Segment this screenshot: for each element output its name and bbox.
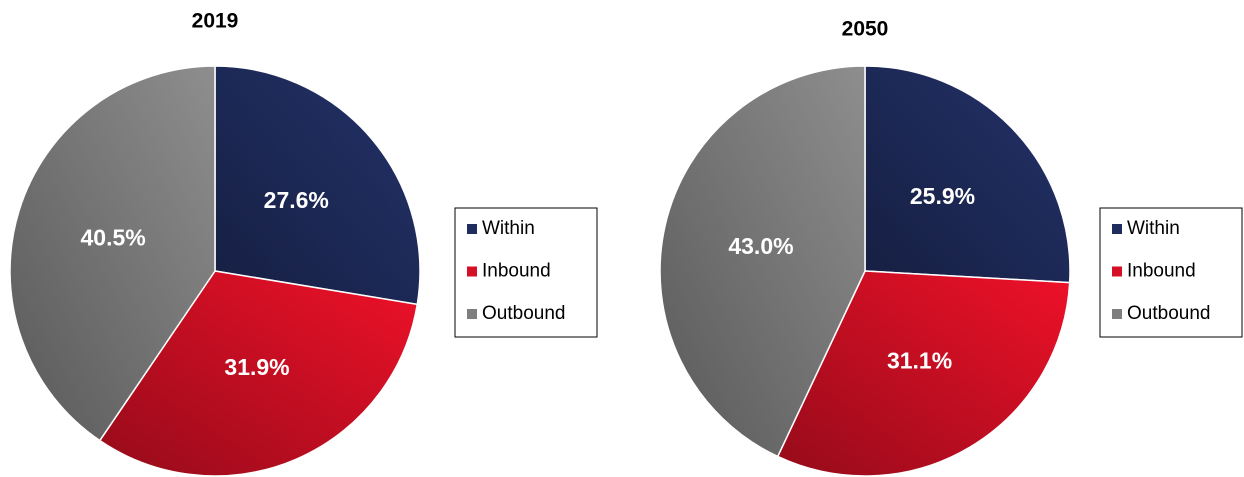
legend-label: Inbound bbox=[1127, 261, 1196, 282]
legend-swatch bbox=[1112, 309, 1122, 319]
value-label: 43.0% bbox=[728, 233, 793, 259]
legend-box bbox=[1099, 207, 1243, 338]
legend-swatch bbox=[1112, 266, 1122, 277]
chart-title: 2050 bbox=[842, 18, 889, 41]
value-label: 40.5% bbox=[81, 225, 146, 251]
pie-slice bbox=[98, 270, 419, 477]
value-label: 25.9% bbox=[910, 183, 975, 209]
pie-slice bbox=[776, 270, 1071, 477]
value-label: 31.9% bbox=[224, 354, 289, 380]
legend-label: Outbound bbox=[1127, 303, 1210, 324]
legend-label: Within bbox=[482, 218, 535, 239]
legend-label: Outbound bbox=[482, 303, 565, 324]
pie-slice bbox=[214, 65, 421, 306]
legend-box bbox=[454, 207, 598, 338]
legend-label: Inbound bbox=[482, 261, 551, 282]
value-label: 27.6% bbox=[264, 187, 329, 213]
legend-swatch bbox=[467, 309, 477, 319]
chart-title: 2019 bbox=[192, 10, 239, 33]
legend-swatch bbox=[1112, 224, 1122, 234]
legend-label: Within bbox=[1127, 218, 1180, 239]
legend-swatch bbox=[467, 266, 477, 277]
pie-slice bbox=[9, 65, 216, 442]
value-label: 31.1% bbox=[887, 348, 952, 374]
pie-slice bbox=[864, 65, 1071, 284]
pie-slice bbox=[659, 65, 866, 458]
legend-swatch bbox=[467, 224, 477, 234]
